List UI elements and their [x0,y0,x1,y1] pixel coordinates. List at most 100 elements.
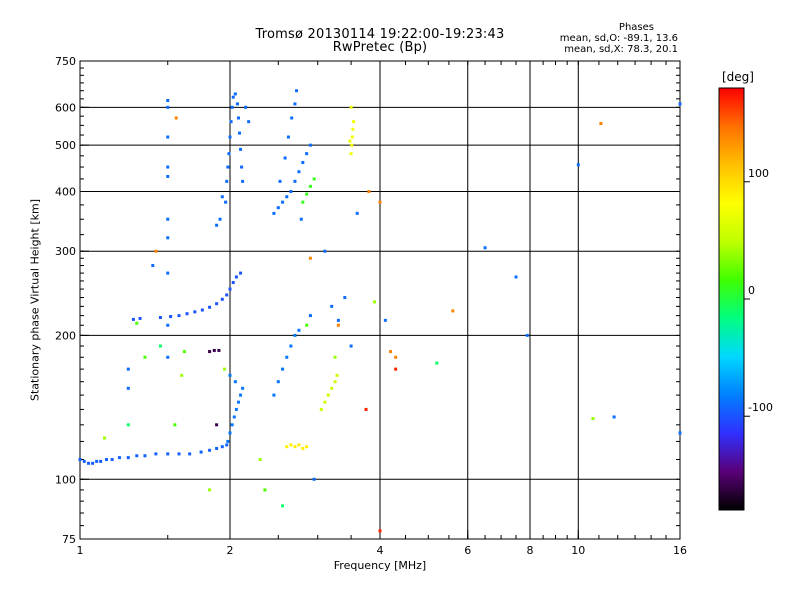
data-point [215,223,219,227]
data-point [352,120,356,124]
data-point [215,423,219,427]
y-tick-label: 750 [55,55,76,68]
data-point [308,143,312,147]
data-point [285,195,289,199]
data-point [215,446,219,450]
data-point [166,452,170,456]
data-point [215,302,219,306]
data-point [166,165,170,169]
data-point [228,373,232,377]
data-point [333,380,337,384]
x-tick-label: 6 [464,544,471,557]
data-point [223,367,227,371]
x-tick-label: 16 [673,544,687,557]
data-point [135,321,139,325]
data-point [323,400,327,404]
data-point [103,436,107,440]
data-point [350,135,354,139]
data-point [236,400,240,404]
y-axis-label: Stationary phase Virtual Height [km] [28,198,42,402]
data-point [308,184,312,188]
data-point [228,431,232,435]
data-point [231,95,235,99]
data-point [226,165,230,169]
data-point [91,461,95,465]
data-point [272,211,276,215]
chart-subtitle: RwPretec (Bp) [332,40,428,55]
data-point [591,417,595,421]
data-point [238,131,242,135]
data-point [151,264,155,268]
y-tick-label: 100 [55,473,76,486]
x-tick-label: 8 [527,544,534,557]
data-point [247,120,251,124]
data-point [177,452,181,456]
data-point [117,456,121,460]
data-point [301,446,305,450]
data-point [367,189,371,193]
data-point [514,275,518,279]
data-point [333,355,337,359]
data-point [212,348,216,352]
data-point [230,105,234,109]
data-point [599,122,603,126]
data-point [229,120,233,124]
data-point [154,249,158,253]
data-point [182,350,186,354]
data-point [193,310,197,314]
data-point [239,271,243,275]
chart-title: Tromsø 20130114 19:22:00-19:23:43 [255,27,505,42]
phase-info-heading: Phases [618,22,654,33]
data-point [308,256,312,260]
data-point [166,217,170,221]
data-point [143,454,147,458]
data-point [166,271,170,275]
data-point [394,367,398,371]
data-point [158,315,162,319]
data-point [350,143,354,147]
data-point [373,300,377,304]
phase-info-x-mode: mean, sd,X: 78.3, 20.1 [564,44,678,55]
data-point [126,386,130,390]
data-point [283,156,287,160]
data-point [289,443,293,447]
colorbar-tick-label: 100 [748,167,769,180]
data-point [301,200,305,204]
colorbar-tick-label: 0 [748,284,755,297]
data-point [278,179,282,183]
data-point [131,317,135,321]
data-point [305,445,309,449]
x-tick-label: 10 [571,544,585,557]
data-point [99,459,103,463]
data-point [218,217,222,221]
data-point [233,92,237,96]
x-axis-label: Frequency [MHz] [333,559,427,572]
data-point [143,355,147,359]
data-point [451,309,455,313]
data-point [110,457,114,461]
data-point [289,189,293,193]
x-tick-label: 4 [377,544,384,557]
data-point [241,386,245,390]
data-point [177,314,181,318]
data-point [95,459,99,463]
data-point [349,344,353,348]
data-point [231,281,235,285]
data-point [389,350,393,354]
data-point [378,529,382,533]
data-point [208,350,212,354]
data-point [173,423,177,427]
data-point [217,348,221,352]
data-point [225,179,229,183]
data-point [678,431,682,435]
data-point [312,477,316,481]
x-tick-label: 1 [77,544,84,557]
data-point [281,367,285,371]
data-point [230,423,234,427]
data-point [234,275,238,279]
data-point [188,452,192,456]
data-point [234,407,238,411]
data-point [200,308,204,312]
